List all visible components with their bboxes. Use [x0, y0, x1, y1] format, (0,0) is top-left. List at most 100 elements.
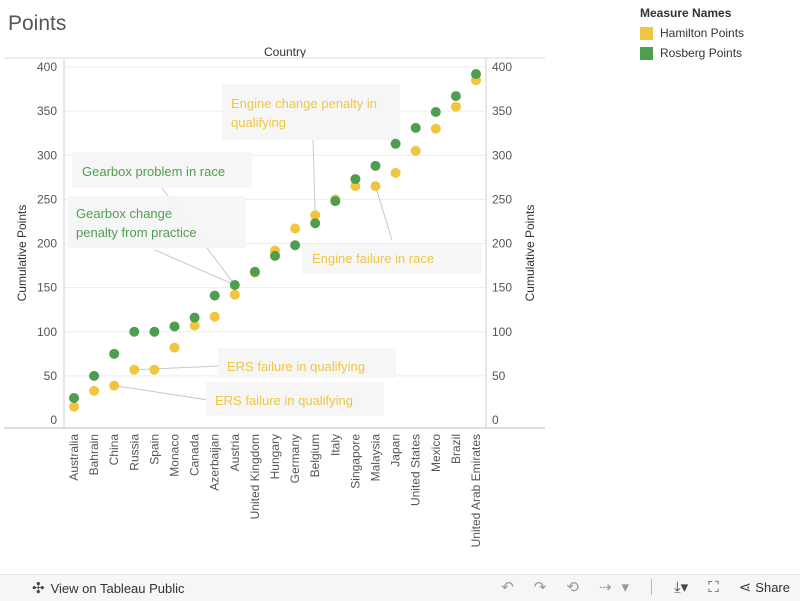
rosberg-point: [229, 279, 240, 290]
annotation-box: [72, 152, 252, 188]
y-tick-label-left: 300: [37, 148, 57, 162]
x-tick-label: Austria: [228, 434, 242, 472]
rosberg-point: [189, 312, 200, 323]
annotation-leader-line: [154, 249, 236, 286]
y-tick-label-left: 100: [37, 325, 57, 339]
annotation-leader-line: [134, 365, 221, 371]
rosberg-point: [370, 160, 381, 171]
annotation-leader-line: [375, 185, 393, 241]
legend-item-rosberg[interactable]: Rosberg Points: [640, 46, 744, 60]
hamilton-point: [209, 311, 220, 322]
rosberg-point: [69, 392, 79, 403]
rosberg-point: [410, 122, 421, 133]
hamilton-point: [390, 167, 401, 178]
revert-icon[interactable]: ⟲: [566, 579, 579, 596]
rosberg-point: [209, 290, 220, 301]
rosberg-point: [129, 326, 140, 337]
annotation-text: ERS failure in qualifying: [227, 359, 365, 374]
x-tick-label: Monaco: [168, 434, 182, 477]
y-axis-label-right: Cumulative Points: [523, 205, 537, 302]
x-tick-label: Azerbaijan: [208, 434, 222, 491]
x-tick-label: United Kingdom: [248, 434, 262, 519]
hamilton-point: [229, 289, 240, 300]
view-on-tableau-label: View on Tableau Public: [50, 580, 185, 596]
x-tick-label: Mexico: [429, 434, 443, 472]
x-tick-label: Bahrain: [87, 434, 101, 475]
hamilton-point: [410, 145, 421, 156]
x-tick-label: Japan: [389, 434, 403, 467]
hamilton-point: [430, 123, 441, 134]
legend: Measure Names Hamilton Points Rosberg Po…: [640, 6, 744, 66]
hamilton-point: [450, 101, 461, 112]
rosberg-point: [89, 370, 100, 381]
y-tick-label-right: 250: [492, 192, 512, 206]
fullscreen-icon[interactable]: ⛶: [708, 578, 719, 596]
x-tick-label: Spain: [147, 434, 161, 465]
hamilton-point: [129, 364, 140, 375]
y-tick-label-left: 400: [37, 60, 57, 74]
page-title: Points: [8, 12, 67, 35]
y-tick-label-right: 0: [492, 413, 499, 427]
legend-label-rosberg: Rosberg Points: [660, 46, 743, 60]
x-tick-label: Italy: [328, 434, 342, 456]
y-tick-label-left: 0: [50, 413, 57, 427]
x-tick-label: Hungary: [268, 434, 282, 479]
legend-swatch-rosberg: [640, 46, 653, 60]
rosberg-point: [450, 91, 461, 102]
hamilton-point: [350, 181, 361, 192]
undo-icon[interactable]: ↶: [501, 579, 514, 596]
pause-dropdown-icon[interactable]: ▾: [621, 579, 630, 596]
rosberg-point: [350, 174, 361, 185]
hamilton-point: [109, 380, 120, 391]
annotation-text: ERS failure in qualifying: [215, 393, 353, 408]
hamilton-point: [370, 181, 381, 192]
y-tick-label-left: 200: [37, 237, 57, 251]
hamilton-point: [69, 401, 79, 412]
y-tick-label-right: 100: [492, 325, 512, 339]
hamilton-point: [169, 342, 180, 353]
annotation-box: [222, 84, 400, 140]
x-tick-label: Brazil: [449, 434, 463, 464]
rosberg-point: [330, 196, 341, 207]
rosberg-point: [249, 266, 260, 277]
y-tick-label-left: 250: [37, 192, 57, 206]
hamilton-point: [189, 320, 200, 331]
redo-icon[interactable]: ↷: [533, 579, 547, 596]
annotation-box: [206, 382, 384, 416]
view-on-tableau-button[interactable]: ✣ View on Tableau Public: [32, 579, 185, 597]
rosberg-point: [310, 218, 321, 229]
x-tick-label: United Arab Emirates: [469, 434, 483, 547]
rosberg-point: [109, 348, 120, 359]
y-tick-label-left: 150: [37, 281, 57, 295]
x-axis-label: Country: [264, 45, 306, 59]
x-tick-label: Russia: [127, 434, 141, 471]
x-tick-label: Canada: [188, 434, 202, 476]
y-tick-label-right: 400: [492, 60, 512, 74]
y-tick-label-right: 350: [492, 104, 512, 118]
x-tick-label: Singapore: [348, 434, 362, 489]
download-icon[interactable]: ⤓▾: [674, 579, 689, 596]
toolbar: ✣ View on Tableau Public ↶ ↷ ⟲ ⇢ ▾ ⤓▾ ⛶ …: [0, 574, 800, 601]
hamilton-point: [310, 210, 321, 221]
annotation-box: [68, 196, 246, 248]
rosberg-point: [471, 69, 481, 80]
rosberg-point: [430, 107, 441, 118]
toolbar-divider: [651, 579, 653, 595]
y-axis-label-left: Cumulative Points: [15, 205, 29, 302]
x-tick-label: Australia: [67, 434, 81, 481]
annotation-text: Engine failure in race: [312, 251, 434, 266]
share-icon[interactable]: ⋖: [738, 579, 752, 596]
rosberg-point: [290, 240, 301, 251]
legend-title: Measure Names: [640, 6, 732, 20]
y-tick-label-right: 300: [492, 148, 512, 162]
y-tick-label-right: 50: [492, 369, 506, 383]
annotation-text: Engine change penalty in: [231, 96, 377, 111]
annotation-text: Gearbox problem in race: [82, 164, 225, 179]
share-label[interactable]: Share: [755, 579, 790, 595]
legend-swatch-hamilton: [640, 26, 653, 40]
refresh-icon[interactable]: ⇢: [598, 579, 612, 596]
rosberg-point: [390, 138, 401, 149]
x-tick-label: United States: [409, 434, 423, 506]
legend-item-hamilton[interactable]: Hamilton Points: [640, 26, 744, 40]
x-tick-label: Malaysia: [369, 434, 383, 482]
